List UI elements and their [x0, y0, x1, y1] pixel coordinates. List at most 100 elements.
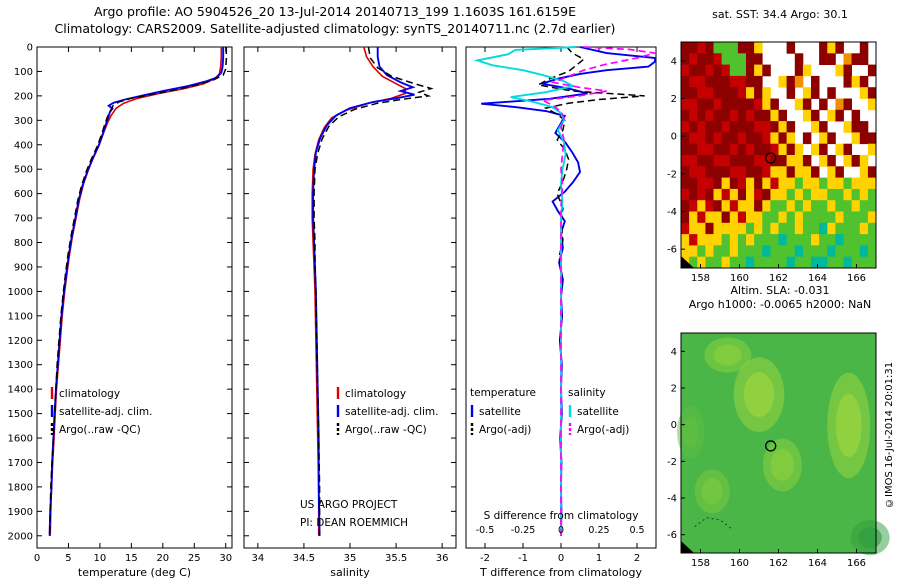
x-axis-label: salinity [330, 566, 370, 579]
svg-text:5: 5 [65, 553, 71, 564]
legend-label: satellite [577, 406, 619, 418]
svg-text:300: 300 [14, 116, 33, 127]
svg-text:-4: -4 [667, 494, 677, 505]
timestamp-sidebar: ©IMOS 16-Jul-2014 20:01:31 [884, 361, 895, 509]
svg-text:1700: 1700 [8, 458, 33, 469]
svg-text:0: 0 [558, 525, 564, 536]
figure-title-line2: Climatology: CARS2009. Satellite-adjuste… [54, 21, 616, 36]
svg-text:36: 36 [436, 553, 449, 564]
svg-text:162: 162 [769, 558, 788, 569]
legend-label: Argo(..raw -QC) [59, 424, 141, 436]
float-position-marker [765, 152, 777, 164]
svg-text:200: 200 [14, 91, 33, 102]
svg-text:25: 25 [188, 553, 201, 564]
svg-text:2000: 2000 [8, 531, 33, 542]
svg-text:2: 2 [634, 553, 640, 564]
note-text: US ARGO PROJECT [300, 499, 398, 511]
svg-text:-2: -2 [667, 169, 677, 180]
series-T-diff-satellite [481, 46, 656, 536]
legend-label: climatology [345, 388, 406, 400]
svg-text:164: 164 [808, 558, 827, 569]
series-S-diff-argo-adj [539, 46, 656, 536]
legend-label: satellite-adj. clim. [345, 406, 438, 418]
svg-text:1900: 1900 [8, 507, 33, 518]
svg-text:-0.5: -0.5 [476, 525, 495, 536]
svg-text:400: 400 [14, 140, 33, 151]
svg-text:-6: -6 [667, 530, 677, 541]
svg-text:100: 100 [14, 67, 33, 78]
x-axis-label: temperature (deg C) [78, 566, 191, 579]
svg-text:2: 2 [671, 384, 677, 395]
series-T-diff-argo-adj [535, 46, 645, 536]
svg-text:30: 30 [219, 553, 232, 564]
temperature-profile-panel: 0 5 10 15 20 25 300100200300400500600700800900… [8, 43, 233, 579]
svg-text:2: 2 [671, 94, 677, 105]
svg-text:166: 166 [847, 558, 866, 569]
land-mask [681, 541, 694, 553]
series-climatology [49, 47, 223, 536]
series-satellite-adj-clim [312, 47, 416, 536]
svg-text:1500: 1500 [8, 409, 33, 420]
plot-frame [243, 46, 457, 549]
svg-text:0: 0 [671, 132, 677, 143]
note-text: PI: DEAN ROEMMICH [300, 517, 408, 529]
svg-text:160: 160 [730, 273, 749, 284]
series-satellite-adj-clim [48, 47, 225, 536]
svg-text:1: 1 [596, 553, 602, 564]
svg-text:600: 600 [14, 189, 33, 200]
svg-text:500: 500 [14, 165, 33, 176]
svg-text:900: 900 [14, 262, 33, 273]
svg-text:15: 15 [125, 553, 138, 564]
float-position-marker [765, 440, 777, 452]
svg-text:-2: -2 [480, 553, 490, 564]
svg-text:1000: 1000 [8, 287, 33, 298]
series-S-diff-satellite [473, 46, 577, 536]
svg-text:-2: -2 [667, 457, 677, 468]
inner-axis-label: S difference from climatology [484, 510, 639, 522]
sla-map-title-line1: Altim. SLA: -0.031 [730, 284, 830, 297]
series-climatology [311, 46, 407, 536]
salinity-profile-panel: 34 34.5 35 35.5 36 salinity climatology satelli… [243, 46, 457, 579]
svg-text:0: 0 [34, 553, 40, 564]
svg-text:1600: 1600 [8, 434, 33, 445]
legend-label: Argo(-adj) [479, 424, 531, 436]
svg-text:4: 4 [671, 56, 677, 67]
svg-text:0: 0 [558, 553, 564, 564]
svg-text:160: 160 [730, 558, 749, 569]
land-mask [681, 256, 694, 268]
legend-header: salinity [568, 387, 606, 399]
figure-title-line1: Argo profile: AO 5904526_20 13-Jul-2014 … [93, 4, 577, 19]
svg-text:158: 158 [691, 558, 710, 569]
sst-map: 158 160 162 164 166 4 2 0 -2 -4 -6 [667, 41, 877, 284]
svg-text:164: 164 [808, 273, 827, 284]
plot-frame [36, 46, 233, 549]
svg-text:0.5: 0.5 [629, 525, 644, 536]
sla-map: 158 160 162 164 166 4 2 0 -2 -4 -6 [667, 332, 890, 569]
svg-text:700: 700 [14, 214, 33, 225]
svg-text:-1: -1 [518, 553, 528, 564]
svg-text:1300: 1300 [8, 360, 33, 371]
legend-label: satellite-adj. clim. [59, 406, 152, 418]
series-argo-raw-qc [313, 46, 434, 536]
sla-contour [694, 517, 733, 530]
svg-text:1800: 1800 [8, 482, 33, 493]
difference-profile-panel: -2 -1 0 1 2 T difference from climatology temp… [465, 46, 657, 579]
svg-text:0.25: 0.25 [588, 525, 609, 536]
sst-map-title: sat. SST: 34.4 Argo: 30.1 [712, 8, 848, 21]
svg-text:-6: -6 [667, 245, 677, 256]
svg-text:35: 35 [344, 553, 357, 564]
sla-map-title-line2: Argo h1000: -0.0065 h2000: NaN [688, 298, 872, 311]
x-axis-label: T difference from climatology [479, 566, 642, 579]
svg-text:0: 0 [671, 420, 677, 431]
svg-text:158: 158 [691, 273, 710, 284]
legend-label: Argo(..raw -QC) [345, 424, 427, 436]
svg-text:166: 166 [847, 273, 866, 284]
svg-text:800: 800 [14, 238, 33, 249]
svg-text:35.5: 35.5 [385, 553, 407, 564]
svg-text:34.5: 34.5 [293, 553, 315, 564]
svg-text:1100: 1100 [8, 311, 33, 322]
svg-text:162: 162 [769, 273, 788, 284]
svg-text:10: 10 [94, 553, 107, 564]
svg-text:1200: 1200 [8, 336, 33, 347]
